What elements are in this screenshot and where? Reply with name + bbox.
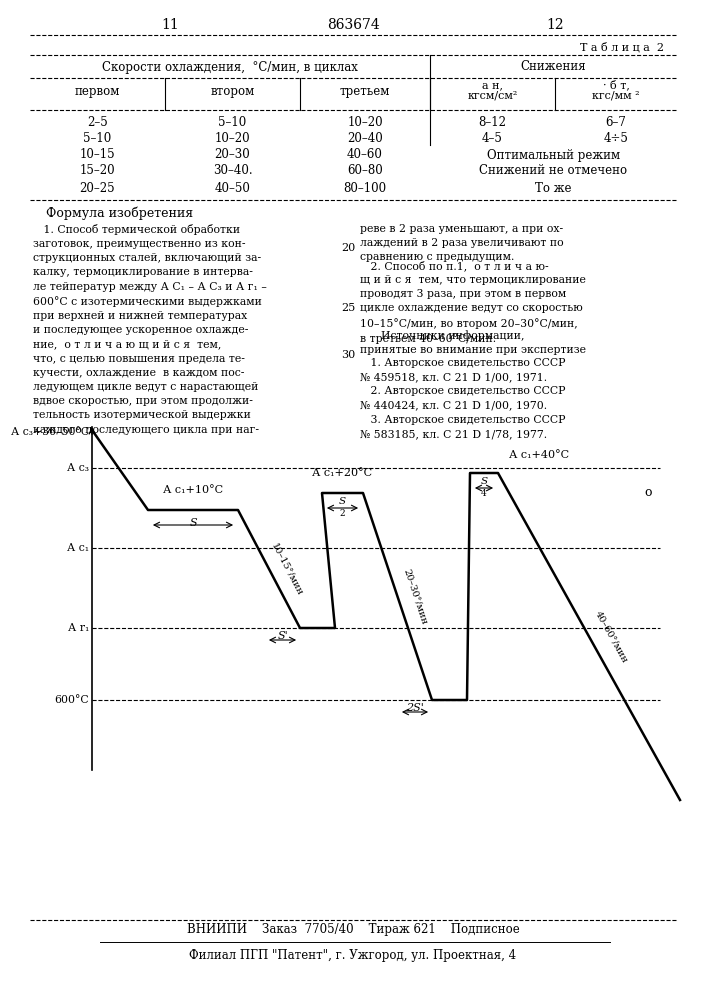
Text: 8–12: 8–12	[479, 116, 506, 129]
Text: 10–15: 10–15	[80, 148, 115, 161]
Text: 80–100: 80–100	[344, 182, 387, 194]
Text: 11: 11	[161, 18, 179, 32]
Text: Формула изобретения: Формула изобретения	[47, 206, 194, 220]
Text: 20–30: 20–30	[215, 148, 250, 161]
Text: А с₃: А с₃	[67, 463, 89, 473]
Text: S: S	[189, 518, 197, 528]
Text: 4–5: 4–5	[482, 132, 503, 145]
Text: третьем: третьем	[340, 86, 390, 99]
Text: 2–5: 2–5	[87, 116, 108, 129]
Text: 600°С: 600°С	[54, 695, 89, 705]
Text: 40–60: 40–60	[347, 148, 383, 161]
Text: Оптимальный режим: Оптимальный режим	[487, 148, 620, 161]
Text: S': S'	[277, 631, 288, 641]
Text: А с₁+20°С: А с₁+20°С	[312, 468, 373, 478]
Text: 30–40.: 30–40.	[213, 164, 252, 178]
Text: Филиал ПГП "Патент", г. Ужгород, ул. Проектная, 4: Филиал ПГП "Патент", г. Ужгород, ул. Про…	[189, 948, 517, 962]
Text: 60–80: 60–80	[347, 164, 383, 178]
Text: Т а б л и ц а  2: Т а б л и ц а 2	[580, 42, 664, 52]
Text: втором: втором	[211, 86, 255, 99]
Text: 4: 4	[481, 489, 487, 498]
Text: кгсм/см²: кгсм/см²	[467, 91, 518, 101]
Text: 40–60°/мин: 40–60°/мин	[593, 609, 629, 664]
Text: 20–30°/мин: 20–30°/мин	[402, 568, 429, 625]
Text: 20: 20	[341, 243, 355, 253]
Text: 30: 30	[341, 350, 355, 360]
Text: 25: 25	[341, 303, 355, 313]
Text: 4÷5: 4÷5	[604, 132, 629, 145]
Text: кгс/мм ²: кгс/мм ²	[592, 91, 640, 101]
Text: А r₁: А r₁	[68, 623, 89, 633]
Text: а н,: а н,	[482, 80, 503, 90]
Text: 5–10: 5–10	[218, 116, 247, 129]
Text: Снижения: Снижения	[520, 60, 586, 74]
Text: · б т,: · б т,	[602, 80, 629, 90]
Text: 2. Способ по п.1,  о т л и ч а ю-
щ и й с я  тем, что термоциклирование
проводят: 2. Способ по п.1, о т л и ч а ю- щ и й с…	[360, 260, 586, 344]
Text: То же: То же	[535, 182, 572, 194]
Text: первом: первом	[75, 86, 120, 99]
Text: Снижений не отмечено: Снижений не отмечено	[479, 164, 628, 178]
Text: реве в 2 раза уменьшают, а при ох-
лаждений в 2 раза увеличивают по
сравнению с : реве в 2 раза уменьшают, а при ох- лажде…	[360, 224, 563, 262]
Text: 863674: 863674	[327, 18, 380, 32]
Text: 12: 12	[547, 18, 563, 32]
Text: А с₁+10°С: А с₁+10°С	[163, 485, 223, 495]
Text: Источники информации,
принятые во внимание при экспертизе: Источники информации, принятые во вниман…	[360, 330, 586, 355]
Text: 5–10: 5–10	[83, 132, 112, 145]
Text: 15–20: 15–20	[80, 164, 115, 178]
Text: о: о	[644, 487, 652, 499]
Text: 20–25: 20–25	[80, 182, 115, 194]
Text: 20–40: 20–40	[347, 132, 383, 145]
Text: А с₃+30–50°С: А с₃+30–50°С	[11, 427, 89, 437]
Text: Скорости охлаждения,  °С/мин, в циклах: Скорости охлаждения, °С/мин, в циклах	[102, 60, 358, 74]
Text: 2: 2	[339, 510, 345, 518]
Text: 10–20: 10–20	[215, 132, 250, 145]
Text: S: S	[339, 497, 346, 506]
Text: 1. Способ термической обработки
заготовок, преимущественно из кон-
струкционных : 1. Способ термической обработки заготово…	[33, 224, 267, 435]
Text: 10–20: 10–20	[347, 116, 382, 129]
Text: 6–7: 6–7	[606, 116, 626, 129]
Text: S: S	[481, 478, 488, 487]
Text: 10–15°/мин: 10–15°/мин	[269, 541, 305, 597]
Text: А с₁: А с₁	[67, 543, 89, 553]
Text: ВНИИПИ    Заказ  7705/40    Тираж 621    Подписное: ВНИИПИ Заказ 7705/40 Тираж 621 Подписное	[187, 924, 520, 936]
Text: А с₁+40°С: А с₁+40°С	[509, 450, 569, 460]
Text: 2S': 2S'	[406, 703, 424, 713]
Text: 40–50: 40–50	[214, 182, 250, 194]
Text: 1. Авторское свидетельство СССР
№ 459518, кл. С 21 D 1/00, 1971.
   2. Авторское: 1. Авторское свидетельство СССР № 459518…	[360, 358, 566, 439]
